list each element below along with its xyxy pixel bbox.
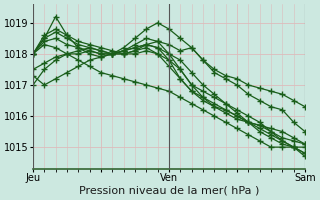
X-axis label: Pression niveau de la mer( hPa ): Pression niveau de la mer( hPa ) bbox=[79, 186, 259, 196]
